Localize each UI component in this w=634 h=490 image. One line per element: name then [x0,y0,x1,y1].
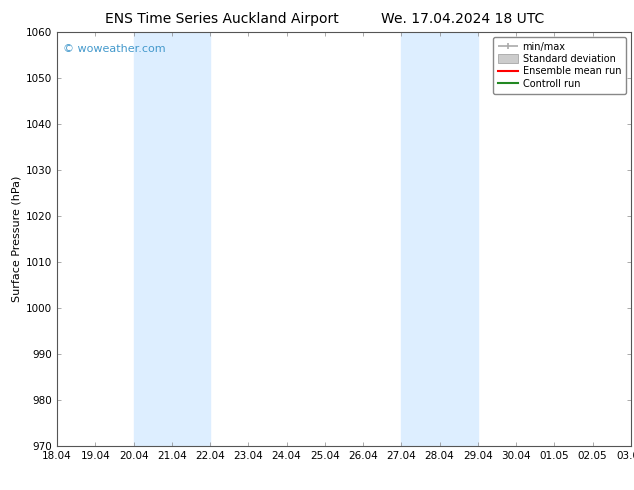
Y-axis label: Surface Pressure (hPa): Surface Pressure (hPa) [12,176,22,302]
Bar [134,32,210,446]
Text: ENS Time Series Auckland Airport: ENS Time Series Auckland Airport [105,12,339,26]
Text: We. 17.04.2024 18 UTC: We. 17.04.2024 18 UTC [381,12,545,26]
Legend: min/max, Standard deviation, Ensemble mean run, Controll run: min/max, Standard deviation, Ensemble me… [493,37,626,94]
Text: © woweather.com: © woweather.com [63,44,165,54]
Bar [401,32,478,446]
